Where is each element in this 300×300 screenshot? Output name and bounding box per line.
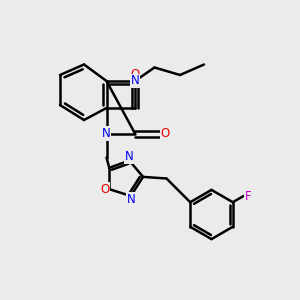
- Text: N: N: [102, 127, 111, 140]
- Text: N: N: [127, 193, 135, 206]
- Text: F: F: [244, 190, 251, 202]
- Text: N: N: [125, 150, 134, 164]
- Text: O: O: [100, 183, 110, 196]
- Text: O: O: [130, 68, 140, 82]
- Text: O: O: [160, 127, 169, 140]
- Text: N: N: [130, 74, 140, 88]
